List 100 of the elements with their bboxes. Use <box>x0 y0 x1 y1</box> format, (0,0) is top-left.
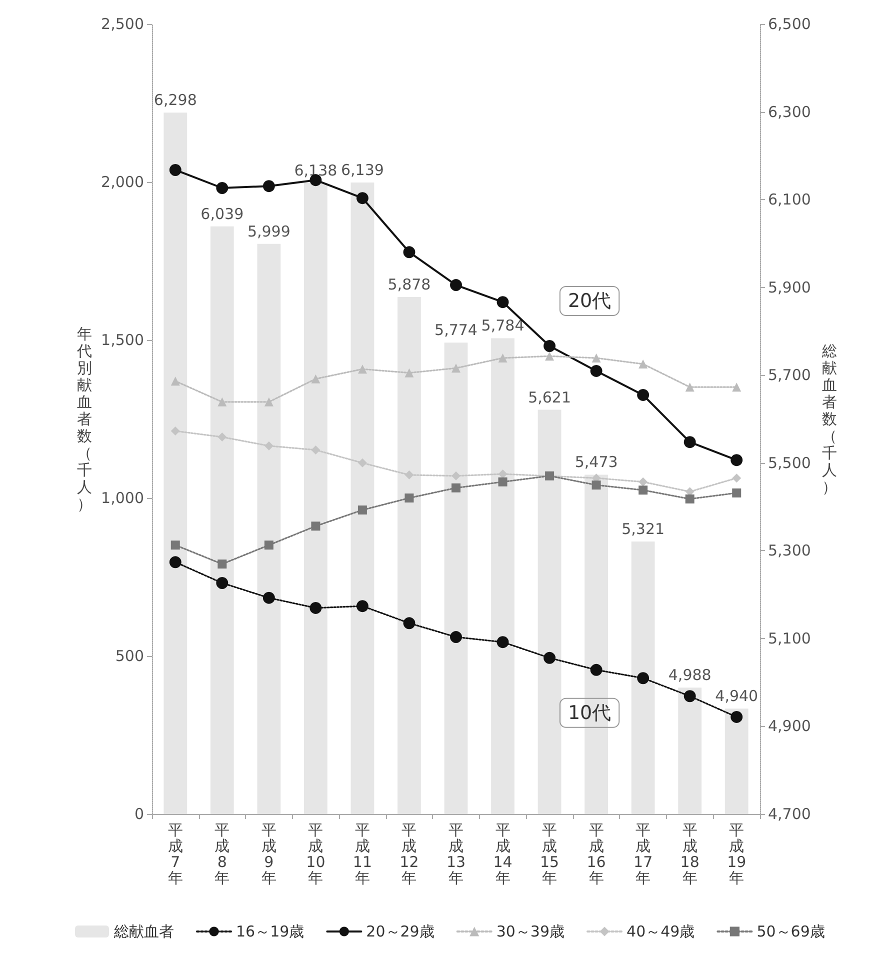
y2-tick-label: 4,700 <box>768 805 811 823</box>
point <box>590 364 602 377</box>
point <box>592 480 601 490</box>
point <box>452 471 460 480</box>
x-tick-label: 平成16年 <box>586 821 606 887</box>
x-tick-label: 平成11年 <box>352 821 372 887</box>
legend-label: 16～19歳 <box>236 922 304 940</box>
point <box>545 352 554 361</box>
x-tick-label: 平成19年 <box>727 821 746 887</box>
point <box>545 471 554 480</box>
y2-tick-label: 6,500 <box>768 15 811 33</box>
data-label: 6,298 <box>154 91 197 110</box>
point <box>732 382 742 392</box>
data-label: 5,473 <box>574 453 618 472</box>
data-label: 4,988 <box>668 666 712 684</box>
point <box>638 486 648 495</box>
point <box>311 445 320 454</box>
x-tick-label: 平成7年 <box>168 821 183 887</box>
point <box>496 636 509 648</box>
point <box>498 354 508 363</box>
y-tick-label: 0 <box>134 805 144 823</box>
y2-tick-label: 5,500 <box>768 454 811 472</box>
point <box>498 469 508 478</box>
y2-tick-label: 6,100 <box>768 190 811 209</box>
point <box>218 397 227 406</box>
data-label: 4,940 <box>715 687 758 706</box>
point <box>216 182 228 194</box>
data-label: 5,999 <box>247 222 290 240</box>
point <box>684 690 696 702</box>
x-tick-label: 平成12年 <box>400 821 419 887</box>
point <box>732 488 742 498</box>
annotation: 10代 <box>568 702 612 724</box>
point <box>637 388 650 401</box>
x-tick-label: 平成13年 <box>446 821 466 887</box>
point <box>403 617 416 630</box>
point <box>170 376 180 386</box>
y-tick-label: 500 <box>115 647 144 665</box>
legend-label: 40～49歳 <box>626 922 695 940</box>
point <box>218 560 227 569</box>
point <box>356 192 368 204</box>
data-label: 6,139 <box>340 160 384 179</box>
point <box>358 364 367 374</box>
point <box>264 441 274 450</box>
point <box>730 710 743 723</box>
legend-label: 20～29歳 <box>366 922 434 940</box>
point <box>452 483 460 492</box>
y-tick-label: 1,000 <box>101 489 144 507</box>
data-label: 5,784 <box>481 316 524 335</box>
x-tick-label: 平成8年 <box>214 821 230 887</box>
y2-tick-label: 5,700 <box>768 366 811 384</box>
y2-tick-label: 5,300 <box>768 542 811 560</box>
data-label: 6,039 <box>200 204 244 223</box>
point <box>450 631 462 644</box>
point <box>544 340 556 352</box>
point <box>358 506 367 515</box>
point <box>732 474 742 483</box>
point <box>452 364 460 373</box>
x-tick-label: 平成15年 <box>540 821 560 887</box>
legend-label: 総献血者 <box>113 922 174 940</box>
point <box>498 477 508 486</box>
x-tick-label: 平成9年 <box>261 821 276 887</box>
y-tick-label: 2,500 <box>101 15 144 33</box>
point <box>262 180 275 192</box>
point <box>450 279 462 292</box>
point <box>218 432 227 442</box>
y2-tick-label: 6,300 <box>768 102 811 121</box>
point <box>170 426 180 436</box>
data-label: 5,878 <box>388 275 431 294</box>
text: 年代別献血者数（千人） <box>77 325 92 513</box>
point <box>311 374 320 384</box>
point <box>684 436 696 448</box>
point <box>637 672 650 684</box>
point <box>262 592 275 604</box>
point <box>358 458 367 468</box>
point <box>685 494 694 504</box>
point <box>730 454 743 466</box>
point <box>404 494 414 502</box>
point <box>638 360 648 369</box>
y2-tick-label: 5,900 <box>768 278 811 296</box>
point <box>310 602 322 614</box>
x-tick-label: 平成14年 <box>493 821 512 887</box>
point <box>170 540 180 550</box>
point <box>356 600 368 612</box>
point <box>169 164 182 176</box>
data-label: 5,321 <box>622 520 665 538</box>
point <box>404 368 414 378</box>
y-tick-label: 2,000 <box>101 173 144 191</box>
data-label: 5,774 <box>434 321 478 340</box>
x-tick-label: 平成10年 <box>306 821 326 887</box>
y2-tick-label: 5,100 <box>768 629 811 648</box>
point <box>264 397 274 406</box>
annotation: 20代 <box>568 290 612 312</box>
point <box>496 296 509 308</box>
point <box>592 354 601 363</box>
data-label: 6,138 <box>294 161 338 180</box>
point <box>216 577 228 589</box>
point <box>169 556 182 568</box>
point <box>404 470 414 480</box>
point <box>638 477 648 486</box>
point <box>264 540 274 550</box>
